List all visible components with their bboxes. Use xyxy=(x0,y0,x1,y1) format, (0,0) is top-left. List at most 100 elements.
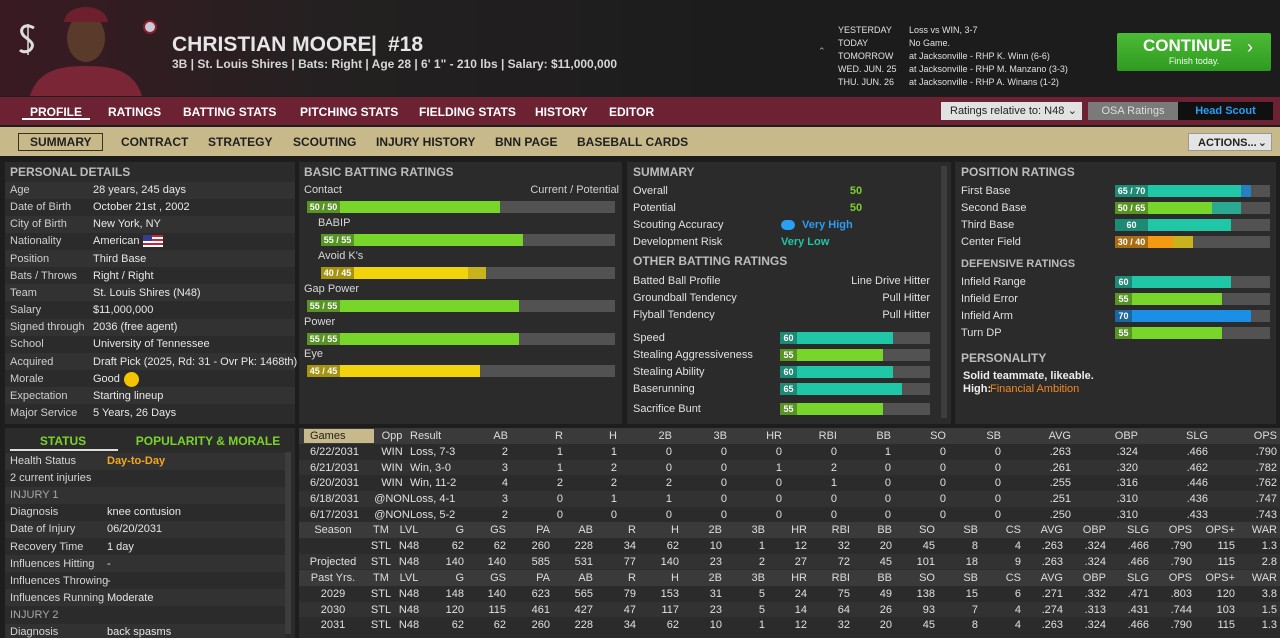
ratings-relative-label[interactable]: Ratings relative to: N48 xyxy=(950,105,1065,117)
table-cell: 1 xyxy=(758,619,765,632)
name-separator: | xyxy=(371,33,377,56)
table-header: AB xyxy=(578,524,593,536)
subtab[interactable]: BASEBALL CARDS xyxy=(577,135,689,149)
tab[interactable]: PITCHING STATS xyxy=(300,105,399,119)
table-cell: .747 xyxy=(1255,492,1277,505)
face xyxy=(67,14,105,62)
table-cell: .446 xyxy=(1186,477,1208,490)
table-header: WAR xyxy=(1251,572,1277,584)
table-cell: 0 xyxy=(939,492,946,505)
table-cell: 0 xyxy=(665,508,672,521)
rating-current xyxy=(321,234,524,246)
table-cell: Loss, 4-1 xyxy=(410,492,456,505)
tab[interactable]: BATTING STATS xyxy=(183,105,277,119)
table-cell: 565 xyxy=(574,587,593,600)
table-cell: 2.8 xyxy=(1261,555,1277,568)
team-logo-icon xyxy=(18,24,35,55)
rating-current xyxy=(780,403,884,415)
table-header: PA xyxy=(536,572,550,584)
actions-caret[interactable]: ⌄ xyxy=(1257,137,1267,149)
table-cell: 8 xyxy=(971,619,978,632)
table-cell: Projected xyxy=(309,555,357,568)
table-header: OPS+ xyxy=(1205,524,1235,536)
table-cell: 15 xyxy=(965,587,978,600)
table-header: GS xyxy=(490,572,506,584)
subtab[interactable]: BNN PAGE xyxy=(495,135,558,149)
subtab[interactable]: STRATEGY xyxy=(208,135,273,149)
rating-label-box xyxy=(321,267,354,279)
table-cell: WIN xyxy=(381,477,403,490)
rating-label-box xyxy=(780,366,797,378)
tab[interactable]: EDITOR xyxy=(609,105,655,119)
rating-label-box xyxy=(1115,202,1148,214)
games-dropdown[interactable] xyxy=(304,429,374,443)
table-header: AVG xyxy=(1040,572,1063,584)
schedule-arrows: ⌃ xyxy=(818,46,826,56)
table-cell: .431 xyxy=(1127,603,1149,616)
other-value: Line Drive Hitter xyxy=(851,275,930,287)
tab[interactable]: PROFILE xyxy=(30,105,83,119)
table-header[interactable]: Games xyxy=(310,430,346,442)
morale-smiley xyxy=(124,371,139,387)
subtab[interactable]: INJURY HISTORY xyxy=(376,135,476,149)
table-cell: 0 xyxy=(665,445,672,458)
rating-current xyxy=(307,300,519,312)
continue-label[interactable]: CONTINUE xyxy=(1143,36,1232,55)
detail-value: New York, NY xyxy=(93,218,161,231)
table-cell: .803 xyxy=(1170,587,1192,600)
defense-label: Infield Arm xyxy=(961,310,1013,322)
flag-canton xyxy=(143,235,152,242)
table-header: RBI xyxy=(831,524,850,536)
continue-arrow[interactable]: › xyxy=(1247,37,1253,57)
tab[interactable]: RATINGS xyxy=(108,105,162,119)
subtab[interactable]: SCOUTING xyxy=(293,135,357,149)
status-value: - xyxy=(107,574,111,587)
table-cell: N48 xyxy=(398,587,420,600)
status-tab[interactable]: STATUS xyxy=(39,434,87,448)
table-cell: 49 xyxy=(879,587,892,600)
table-cell: N48 xyxy=(398,619,420,632)
row-stripe xyxy=(5,250,295,268)
table-cell: 0 xyxy=(994,461,1001,474)
player-info: 3B | St. Louis Shires | Bats: Right | Ag… xyxy=(172,57,618,71)
rating-name: Avoid K's xyxy=(318,250,364,262)
tab[interactable]: HISTORY xyxy=(535,105,588,119)
table-cell: 45 xyxy=(879,555,892,568)
actions-label[interactable]: ACTIONS... xyxy=(1198,137,1257,149)
summary-label: Overall xyxy=(633,185,668,197)
tab[interactable]: FIELDING STATS xyxy=(419,105,516,119)
subtab[interactable]: SUMMARY xyxy=(30,135,92,149)
table-cell: 228 xyxy=(574,619,593,632)
detail-value: Good xyxy=(93,372,120,385)
table-cell: 0 xyxy=(939,445,946,458)
rating-label-box xyxy=(307,365,340,377)
table-cell: 1 xyxy=(556,461,563,474)
rating-label: 45 / 45 xyxy=(309,366,338,376)
table-cell: 62 xyxy=(493,539,506,552)
status-tab-underline xyxy=(10,449,118,451)
actions-button[interactable]: ACTIONS... ⌄ xyxy=(1188,133,1272,151)
status-tab[interactable]: POPULARITY & MORALE xyxy=(135,434,281,448)
row-stripe xyxy=(5,589,285,607)
table-header: RBI xyxy=(818,430,837,442)
table-header: SO xyxy=(919,572,935,584)
detail-value: $11,000,000 xyxy=(93,304,154,317)
table-cell: N48 xyxy=(398,539,420,552)
running-label: Speed xyxy=(633,332,665,344)
rating-label-box xyxy=(307,333,340,345)
continue-button[interactable]: CONTINUE › Finish today. xyxy=(1117,33,1271,71)
head-scout-button[interactable]: Head Scout xyxy=(1178,102,1273,120)
subtab[interactable]: CONTRACT xyxy=(121,135,189,149)
schedule-game: at Jacksonville - RHP M. Manzano (3-3) xyxy=(909,64,1068,74)
rating-label-box xyxy=(780,403,797,415)
table-cell: 531 xyxy=(574,555,593,568)
osa-ratings-button[interactable]: OSA Ratings xyxy=(1088,102,1178,120)
row-stripe xyxy=(5,486,285,504)
dropdown-caret[interactable]: ⌄ xyxy=(1067,105,1077,117)
continue-sub[interactable]: Finish today. xyxy=(1168,56,1220,66)
table-header: 3B xyxy=(751,572,765,584)
table-cell: 26 xyxy=(879,603,892,616)
ratings-relative-select[interactable]: Ratings relative to: N48 ⌄ xyxy=(941,102,1082,120)
section-title: PERSONAL DETAILS xyxy=(10,165,131,179)
status-label: Influences Throwing xyxy=(10,574,109,587)
